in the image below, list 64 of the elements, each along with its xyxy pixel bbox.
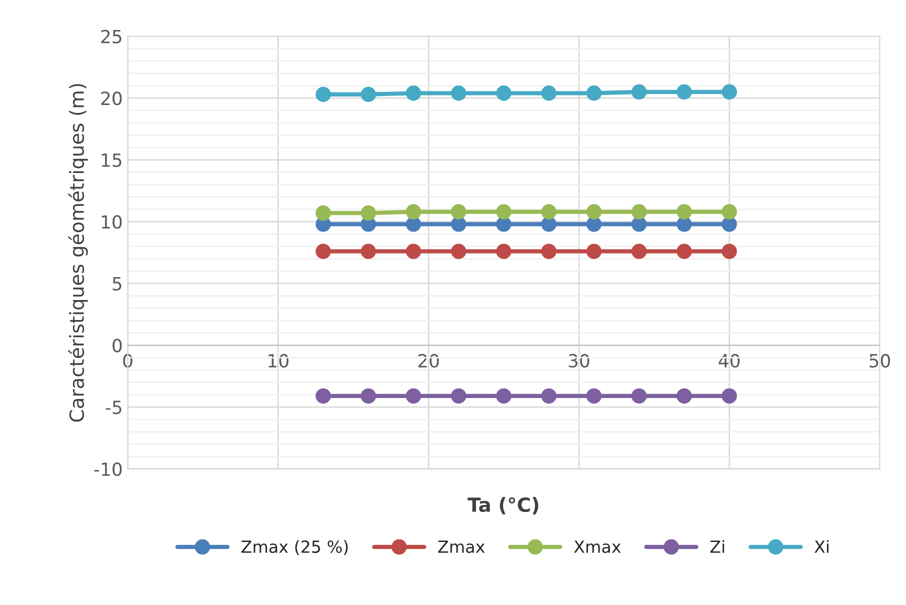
point	[406, 86, 422, 101]
point	[631, 244, 647, 259]
y-tick-label: 20	[101, 92, 122, 106]
point	[316, 86, 331, 102]
point	[676, 216, 692, 232]
legend-label: Xmax	[574, 540, 621, 554]
point	[406, 388, 422, 404]
point	[406, 216, 422, 232]
legend-label: Zi	[710, 540, 724, 553]
point	[676, 204, 692, 220]
point	[496, 244, 512, 259]
point	[496, 86, 512, 101]
x-tick-label: 50	[870, 354, 890, 368]
point	[722, 84, 737, 100]
point	[722, 244, 737, 259]
point	[541, 204, 556, 220]
point	[496, 216, 512, 232]
point	[586, 216, 602, 232]
point	[316, 244, 331, 259]
y-tick-label: 0	[112, 338, 122, 352]
point	[586, 86, 602, 101]
point	[631, 388, 647, 404]
point	[631, 216, 647, 232]
point	[496, 388, 512, 404]
point	[406, 244, 422, 259]
point	[676, 84, 692, 100]
point	[541, 388, 556, 404]
y-tick-label: 10	[102, 215, 122, 229]
point	[450, 86, 466, 101]
point	[406, 204, 422, 220]
x-axis-title: Ta (°C)	[468, 497, 538, 514]
legend-label: Xi	[814, 540, 828, 553]
point	[676, 244, 692, 259]
point	[586, 244, 602, 259]
point	[631, 204, 647, 220]
y-tick-label: -5	[106, 400, 122, 414]
point	[541, 86, 556, 101]
point	[722, 388, 737, 404]
y-tick-label: -10	[94, 462, 122, 476]
point	[722, 204, 737, 220]
y-tick-label: 15	[102, 154, 122, 168]
point	[316, 205, 331, 221]
point	[450, 388, 466, 404]
y-axis-title: Caractéristiques géométriques (m)	[68, 84, 88, 422]
point	[360, 86, 376, 102]
point	[360, 244, 376, 259]
point	[586, 388, 602, 404]
point	[450, 204, 466, 220]
point	[586, 204, 602, 220]
point	[450, 244, 466, 259]
y-tick-label: 25	[101, 30, 122, 44]
legend-label: Zmax	[438, 540, 485, 554]
point	[360, 205, 376, 221]
point	[360, 388, 376, 404]
point	[496, 204, 512, 220]
legend-label: Zmax (25 %)	[242, 540, 348, 555]
point	[676, 388, 692, 404]
point	[316, 388, 331, 404]
point	[450, 216, 466, 232]
point	[631, 84, 647, 100]
y-tick-label: 5	[112, 277, 122, 291]
point	[541, 244, 556, 259]
point	[541, 216, 556, 232]
point	[722, 216, 737, 232]
